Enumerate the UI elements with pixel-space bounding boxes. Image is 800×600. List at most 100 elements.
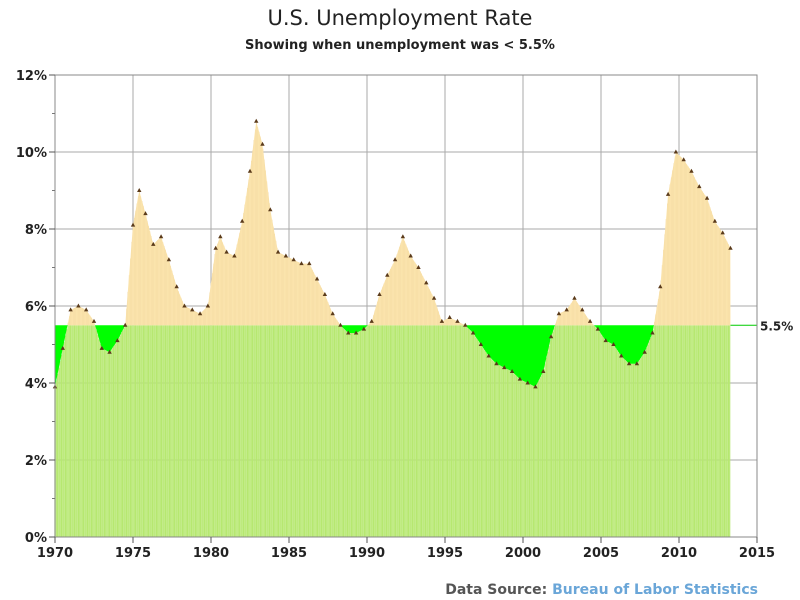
month-bar bbox=[593, 325, 596, 537]
month-bar bbox=[68, 325, 70, 537]
month-bar bbox=[177, 325, 180, 537]
month-bar bbox=[271, 325, 273, 537]
month-bar bbox=[120, 332, 122, 537]
month-bar bbox=[287, 325, 289, 537]
month-bar bbox=[237, 325, 239, 537]
month-bar bbox=[583, 325, 585, 537]
month-bar bbox=[119, 335, 121, 537]
month-bar bbox=[604, 339, 606, 537]
month-bar bbox=[304, 325, 306, 537]
month-bar bbox=[374, 325, 376, 537]
month-bar bbox=[67, 325, 69, 537]
month-bar bbox=[181, 325, 183, 537]
month-bar bbox=[294, 325, 297, 537]
data-point bbox=[587, 318, 593, 323]
month-bar bbox=[419, 325, 421, 537]
month-bar bbox=[266, 325, 268, 537]
month-bar bbox=[80, 325, 82, 537]
x-tick-label: 2010 bbox=[661, 546, 697, 561]
y-tick-label: 8% bbox=[25, 223, 47, 238]
month-bar bbox=[666, 325, 668, 537]
month-bar bbox=[487, 354, 489, 537]
x-tick-label: 1990 bbox=[349, 546, 385, 561]
month-bar bbox=[570, 325, 572, 537]
month-bar bbox=[652, 329, 654, 537]
month-bar bbox=[232, 325, 234, 537]
y-tick-label: 2% bbox=[25, 454, 47, 469]
month-bar bbox=[246, 325, 248, 537]
month-bar bbox=[396, 325, 398, 537]
month-bar bbox=[111, 348, 113, 537]
month-bar bbox=[184, 325, 186, 537]
month-bar bbox=[556, 325, 558, 537]
data-point bbox=[455, 318, 460, 323]
data-point bbox=[353, 330, 359, 335]
data-point bbox=[580, 307, 585, 312]
data-source-link[interactable]: Bureau of Labor Statistics bbox=[552, 582, 758, 598]
month-bar bbox=[709, 325, 711, 537]
month-bar bbox=[97, 334, 99, 537]
data-point bbox=[346, 330, 351, 335]
y-tick-label: 0% bbox=[25, 531, 47, 546]
month-bar bbox=[376, 325, 378, 537]
month-bar bbox=[410, 325, 412, 537]
month-bar bbox=[639, 359, 641, 537]
month-bar bbox=[452, 325, 454, 537]
month-bar bbox=[408, 325, 410, 537]
month-bar bbox=[245, 325, 247, 537]
month-bar bbox=[636, 362, 638, 537]
data-point bbox=[728, 245, 733, 250]
month-bar bbox=[102, 348, 104, 537]
data-point bbox=[218, 234, 223, 239]
data-point bbox=[174, 284, 179, 289]
month-bar bbox=[710, 325, 713, 537]
month-bar bbox=[72, 325, 74, 537]
data-point bbox=[130, 222, 136, 227]
x-tick-label: 2000 bbox=[505, 546, 541, 561]
month-bar bbox=[686, 325, 688, 537]
data-point bbox=[572, 295, 577, 300]
month-bar bbox=[73, 325, 76, 537]
month-bar bbox=[118, 338, 120, 537]
month-bar bbox=[504, 367, 506, 537]
month-bar bbox=[721, 325, 723, 537]
month-bar bbox=[658, 325, 661, 537]
month-bar bbox=[705, 325, 707, 537]
month-bar bbox=[528, 383, 531, 537]
month-bar bbox=[393, 325, 395, 537]
month-bar bbox=[372, 325, 375, 537]
month-bar bbox=[252, 325, 254, 537]
month-bar bbox=[136, 325, 138, 537]
month-bar bbox=[257, 325, 259, 537]
data-point bbox=[338, 322, 343, 327]
month-bar bbox=[164, 325, 167, 537]
month-bar bbox=[110, 350, 112, 537]
month-bar bbox=[159, 325, 161, 537]
month-bar bbox=[723, 325, 726, 537]
month-bar bbox=[135, 325, 137, 537]
month-bar bbox=[428, 325, 430, 537]
data-point bbox=[478, 342, 484, 346]
month-bar bbox=[536, 383, 538, 537]
month-bar bbox=[70, 325, 72, 537]
month-bar bbox=[703, 325, 705, 537]
data-point bbox=[84, 307, 89, 312]
month-bar bbox=[426, 325, 428, 537]
data-point bbox=[299, 261, 304, 266]
month-bar bbox=[335, 325, 337, 537]
month-bar bbox=[584, 325, 586, 537]
month-bar bbox=[674, 325, 676, 537]
month-bar bbox=[180, 325, 182, 537]
month-bar bbox=[580, 325, 583, 537]
month-bar bbox=[378, 325, 380, 537]
month-bar bbox=[665, 325, 667, 537]
x-tick-label: 1995 bbox=[427, 546, 463, 561]
month-bar bbox=[318, 325, 320, 537]
month-bar bbox=[330, 325, 332, 537]
data-point bbox=[275, 249, 281, 254]
month-bar bbox=[687, 325, 689, 537]
month-bar bbox=[279, 325, 281, 537]
month-bar bbox=[653, 325, 655, 537]
month-bar bbox=[86, 325, 89, 537]
month-bar bbox=[84, 325, 86, 537]
